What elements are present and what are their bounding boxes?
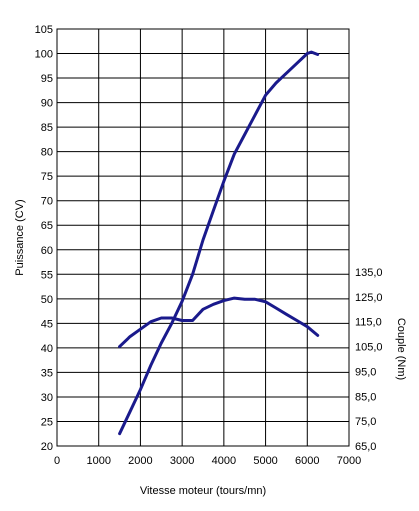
y2-tick-label: 95,0 <box>355 366 376 378</box>
x-tick-label: 2000 <box>128 455 152 467</box>
y2-tick-label: 85,0 <box>355 391 376 403</box>
x-axis-label: Vitesse moteur (tours/mn) <box>140 485 266 497</box>
y2-tick-label: 75,0 <box>355 416 376 428</box>
y2-tick-label: 65,0 <box>355 441 376 453</box>
y-tick-label: 35 <box>41 367 53 379</box>
y-tick-label: 60 <box>41 245 53 257</box>
y-tick-label: 25 <box>41 416 53 428</box>
y-tick-label: 55 <box>41 269 53 281</box>
series-line-couple <box>118 296 320 349</box>
y2-tick-label: 125,0 <box>355 292 383 304</box>
x-tick-label: 6000 <box>295 455 319 467</box>
y-tick-label: 100 <box>35 49 53 61</box>
y2-tick-label: 115,0 <box>355 317 382 329</box>
y-tick-labels: 20 25 30 35 40 45 50 55 60 65 70 75 80 85 90 95 100 105 <box>35 24 53 453</box>
y2-tick-labels: 65,0 75,0 85,0 95,0 105,0 115,0 125,0 135,0 <box>355 267 383 453</box>
y-tick-label: 75 <box>41 171 53 183</box>
y-tick-label: 65 <box>41 220 53 232</box>
x-tick-label: 5000 <box>253 455 277 467</box>
x-tick-label: 7000 <box>337 455 361 467</box>
x-tick-label: 3000 <box>170 455 194 467</box>
y-tick-label: 45 <box>41 318 53 330</box>
y-tick-label: 95 <box>41 73 53 85</box>
y-tick-label: 85 <box>41 122 53 134</box>
y-tick-label: 105 <box>35 24 53 36</box>
y-tick-label: 50 <box>41 294 53 306</box>
y-axis-label: Puissance (CV) <box>14 199 26 275</box>
x-tick-label: 0 <box>54 455 60 467</box>
y-tick-label: 90 <box>41 98 53 110</box>
series-group <box>118 50 320 436</box>
x-tick-label: 1000 <box>86 455 110 467</box>
y-tick-label: 40 <box>41 343 53 355</box>
y2-tick-label: 105,0 <box>355 342 383 354</box>
y2-tick-label: 135,0 <box>355 267 383 279</box>
plot-frame <box>56 28 350 447</box>
y2-axis-label: Couple (Nm) <box>395 318 407 380</box>
x-tick-label: 4000 <box>212 455 236 467</box>
x-tick-labels: 0 1000 2000 3000 4000 5000 6000 7000 <box>54 455 361 467</box>
y-tick-label: 70 <box>41 196 53 208</box>
y-tick-label: 30 <box>41 392 53 404</box>
y-tick-label: 80 <box>41 147 53 159</box>
series-line-puissance <box>118 50 320 436</box>
y-tick-label: 20 <box>41 441 53 453</box>
